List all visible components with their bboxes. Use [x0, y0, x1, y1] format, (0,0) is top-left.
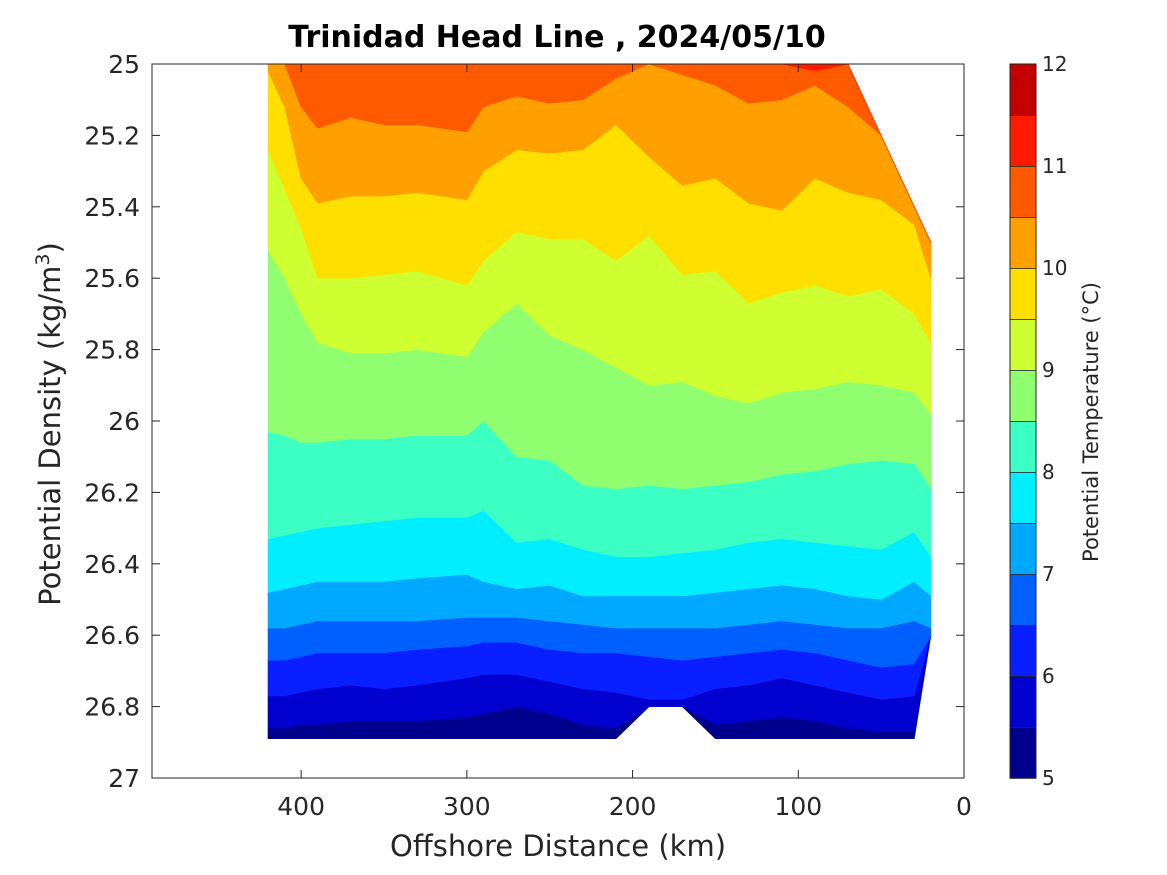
x-axis-ticks: 400 300 200 100 0: [277, 64, 972, 821]
colorbar-tick-label: 8: [1042, 460, 1055, 484]
y-tick-label: 25.2: [84, 121, 140, 150]
colorbar-segment: [1009, 624, 1037, 677]
colorbar-tick-label: 5: [1042, 766, 1055, 790]
y-tick-label: 25.4: [84, 193, 140, 222]
contour-bands: [267, 63, 932, 739]
y-axis-label-superscript: 3: [32, 253, 54, 265]
y-tick-label: 25.6: [84, 264, 140, 293]
y-tick-label: 25: [108, 50, 140, 79]
colorbar-segment: [1009, 471, 1037, 524]
colorbar-tick-label: 12: [1042, 52, 1067, 76]
colorbar-segment: [1009, 63, 1037, 116]
colorbar-segment: [1009, 216, 1037, 269]
chart-title: Trinidad Head Line , 2024/05/10: [288, 20, 825, 55]
x-tick-label: 300: [443, 792, 491, 821]
x-tick-label: 0: [956, 792, 972, 821]
y-axis-label: Potential Density (kg/m3): [32, 242, 67, 606]
x-tick-label: 100: [774, 792, 822, 821]
colorbar-segment: [1009, 420, 1037, 473]
plot-area: 400 300 200 100 0 25 25.2 25.4 25.6 25.8 26 26.2 26…: [84, 50, 972, 821]
colorbar-segment: [1009, 369, 1037, 422]
y-tick-label: 26.8: [84, 693, 140, 722]
y-tick-label: 26: [108, 407, 140, 436]
colorbar-tick-label: 9: [1042, 358, 1055, 382]
x-tick-label: 400: [277, 792, 325, 821]
colorbar-segment: [1009, 573, 1037, 626]
colorbar-tick-label: 6: [1042, 664, 1055, 688]
colorbar-tick-label: 7: [1042, 562, 1055, 586]
y-tick-label: 26.2: [84, 478, 140, 507]
y-axis-label-main: Potential Density (kg/m: [33, 266, 67, 606]
y-tick-label: 26.4: [84, 550, 140, 579]
colorbar-segment: [1009, 522, 1037, 575]
y-axis-label-close: ): [33, 242, 67, 253]
x-tick-label: 200: [609, 792, 657, 821]
x-axis-label: Offshore Distance (km): [390, 829, 726, 863]
y-tick-label: 27: [108, 764, 140, 793]
colorbar-frame: [1009, 63, 1037, 779]
colorbar-segment: [1009, 726, 1037, 779]
y-tick-label: 26.6: [84, 621, 140, 650]
colorbar-segment: [1009, 165, 1037, 218]
y-tick-label: 25.8: [84, 336, 140, 365]
colorbar-segment: [1009, 267, 1037, 320]
colorbar-tick-label: 10: [1042, 256, 1067, 280]
colorbar-segment: [1009, 318, 1037, 371]
colorbar-segment: [1009, 114, 1037, 167]
colorbar-tick-label: 11: [1042, 154, 1067, 178]
y-axis-ticks: 25 25.2 25.4 25.6 25.8 26 26.2 26.4 26.6 26.8 27: [84, 50, 964, 793]
colorbar-segment: [1009, 675, 1037, 728]
colorbar-label: Potential Temperature (°C): [1079, 282, 1103, 562]
colorbar: 5 6 7 8 9 10 11 12: [1009, 52, 1067, 790]
